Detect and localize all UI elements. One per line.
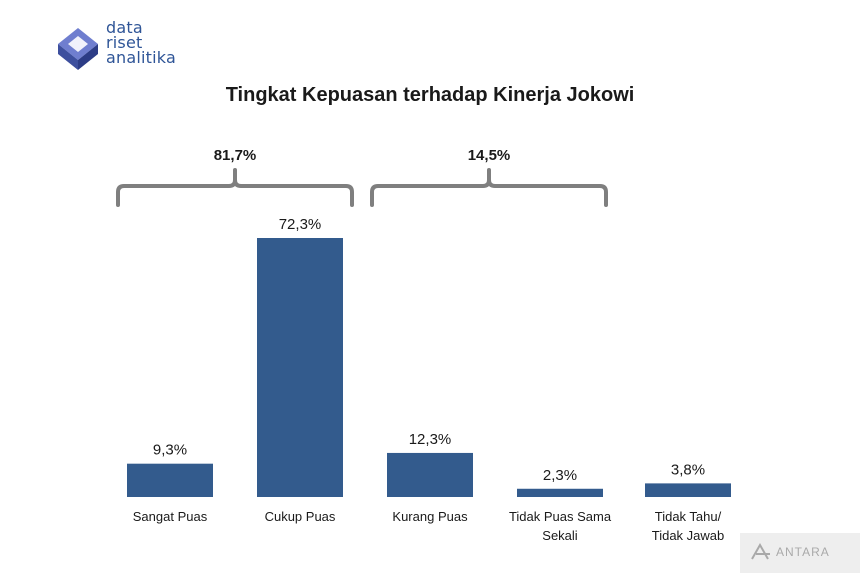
antara-watermark: ANTARA [740, 533, 860, 573]
group-label-1: 14,5% [468, 147, 511, 164]
bar-1 [257, 238, 343, 497]
logo-line-1: data [106, 18, 143, 37]
bar-4 [645, 483, 731, 497]
value-label-4: 3,8% [671, 461, 705, 478]
group-brace-0 [116, 168, 354, 207]
logo-line-3: analitika [106, 48, 176, 67]
group-label-0: 81,7% [214, 147, 257, 164]
data-riset-analitika-logo: data riset analitika [54, 20, 194, 76]
bar-2 [387, 452, 473, 497]
bar-0 [127, 463, 213, 497]
group-brace-1 [370, 168, 608, 207]
watermark-text: ANTARA [776, 545, 830, 559]
category-label-3-0: Tidak Puas Sama [509, 509, 612, 524]
antara-logo-icon [751, 543, 770, 560]
value-label-1: 72,3% [279, 216, 322, 233]
category-label-0-0: Sangat Puas [133, 509, 208, 524]
logo-wordmark: data riset analitika [106, 18, 176, 67]
category-label-4-0: Tidak Tahu/ [655, 509, 722, 524]
value-label-2: 12,3% [409, 431, 452, 448]
bar-3 [517, 488, 603, 497]
logo-line-2: riset [106, 33, 143, 52]
category-label-1-0: Cukup Puas [265, 509, 336, 524]
value-label-3: 2,3% [543, 467, 577, 484]
value-label-0: 9,3% [153, 442, 187, 459]
category-label-3-1: Sekali [542, 528, 578, 543]
category-label-4-1: Tidak Jawab [652, 528, 725, 543]
category-label-2-0: Kurang Puas [392, 509, 468, 524]
cube-logo-icon [58, 28, 98, 70]
chart-title: Tingkat Kepuasan terhadap Kinerja Jokowi [225, 84, 635, 106]
